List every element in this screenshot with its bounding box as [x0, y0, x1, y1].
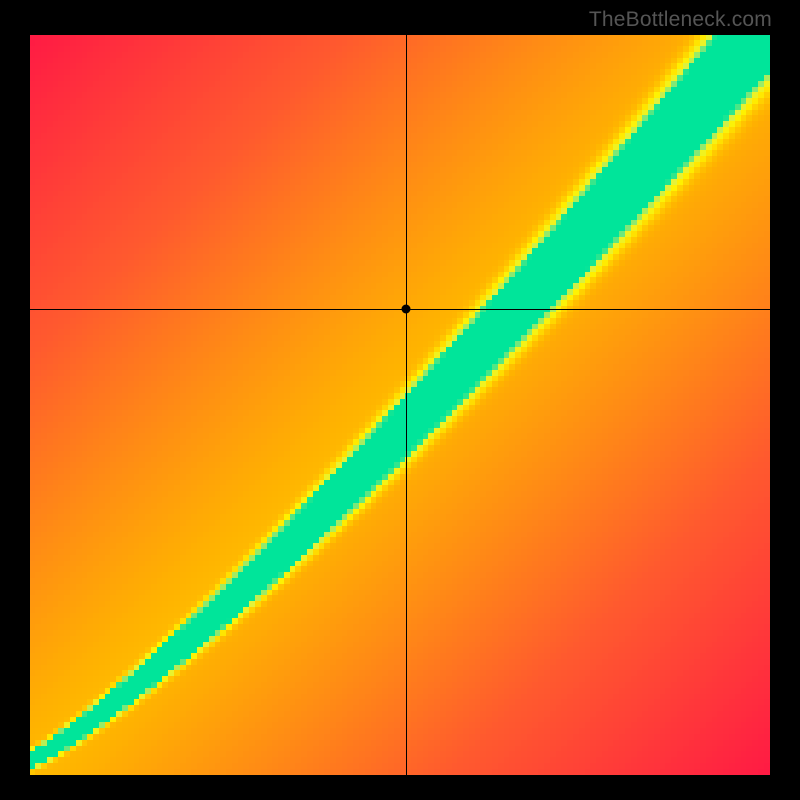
chart-container: TheBottleneck.com [0, 0, 800, 800]
crosshair-horizontal [30, 309, 770, 310]
crosshair-vertical [406, 35, 407, 775]
heatmap-canvas [30, 35, 770, 775]
plot-area [30, 35, 770, 775]
watermark-text: TheBottleneck.com [589, 8, 772, 32]
crosshair-marker [401, 304, 410, 313]
